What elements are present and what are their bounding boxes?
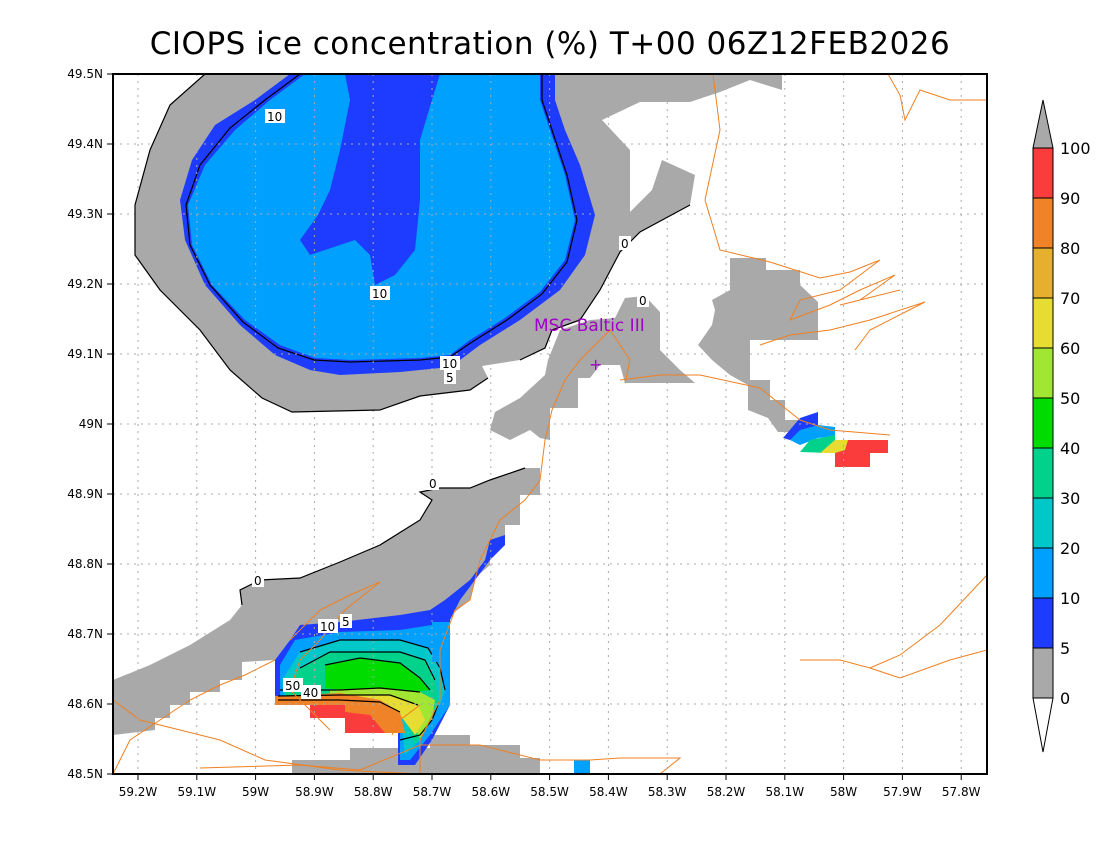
lon-tick-label: 59W	[242, 785, 269, 799]
lon-tick-label: 58.7W	[413, 785, 452, 799]
latitude-axis: 49.5N 49.4N 49.3N 49.2N 49.1N 49N 48.9N 48.8N 48…	[67, 67, 113, 781]
lon-tick-label: 58W	[830, 785, 857, 799]
colorbar-label: 10	[1060, 589, 1080, 608]
lat-tick-label: 48.9N	[67, 487, 103, 501]
lon-tick-label: 58.6W	[472, 785, 511, 799]
colorbar-swatch	[1032, 147, 1054, 199]
contour-label: 0	[254, 574, 262, 588]
ice-5-10-east	[783, 412, 818, 440]
lon-tick-label: 58.9W	[295, 785, 334, 799]
lon-tick-label: 59.1W	[178, 785, 217, 799]
lat-tick-label: 48.7N	[67, 627, 103, 641]
lat-tick-label: 48.8N	[67, 557, 103, 571]
colorbar-label: 0	[1060, 689, 1070, 708]
contour-label: 0	[429, 477, 437, 491]
contour-label: 50	[285, 679, 300, 693]
lon-tick-label: 58.3W	[648, 785, 687, 799]
contour-10-lake	[185, 74, 578, 363]
ice-0-5-peninsula	[490, 296, 695, 440]
contour-label: 10	[320, 620, 335, 634]
colorbar-label: 50	[1060, 389, 1080, 408]
colorbar-swatch	[1032, 547, 1054, 599]
ice-0-5-east-region	[698, 258, 818, 432]
contour-lines-southwest	[277, 639, 446, 741]
contour-labels: 10 10 10 5 0 0 0 0 10 5 50 40	[252, 109, 649, 700]
colorbar-swatch	[1032, 297, 1054, 349]
colorbar-label: 5	[1060, 639, 1070, 658]
colorbar-label: 70	[1060, 289, 1080, 308]
contour-label: 5	[342, 615, 350, 629]
ice-90-100-southwest	[310, 705, 385, 733]
colorbar-swatch	[1032, 347, 1054, 399]
ice-10-20-bottom-patch	[574, 760, 590, 774]
ice-10-20-east	[790, 425, 835, 445]
lat-tick-label: 49.5N	[67, 67, 103, 81]
lat-tick-label: 49N	[79, 417, 103, 431]
lat-tick-label: 49.2N	[67, 277, 103, 291]
station-label: MSC Baltic III	[534, 316, 645, 336]
colorbar-swatch	[1032, 497, 1054, 549]
station-marker: +	[589, 355, 602, 374]
colorbar-swatch	[1032, 247, 1054, 299]
colorbar-swatch	[1032, 647, 1054, 699]
colorbar-under-triangle	[1032, 697, 1054, 753]
lon-tick-label: 59.2W	[119, 785, 158, 799]
colorbar-swatch	[1032, 397, 1054, 449]
colorbar-over-triangle	[1032, 99, 1054, 149]
ice-10-20-patch	[432, 622, 450, 662]
contour-label: 0	[621, 237, 629, 251]
lat-tick-label: 48.6N	[67, 697, 103, 711]
lat-tick-label: 49.4N	[67, 137, 103, 151]
lon-tick-label: 58.2W	[707, 785, 746, 799]
colorbar-label: 30	[1060, 489, 1080, 508]
colorbar-label: 20	[1060, 539, 1080, 558]
ice-10-20-lake	[188, 74, 575, 360]
lon-tick-label: 58.4W	[589, 785, 628, 799]
ice-90-100-east	[835, 440, 888, 467]
colorbar-swatch	[1032, 597, 1054, 649]
lat-tick-label: 49.3N	[67, 207, 103, 221]
contour-label: 10	[372, 287, 387, 301]
colorbar-swatch	[1032, 197, 1054, 249]
colorbar-label: 100	[1060, 139, 1091, 158]
colorbar-label: 40	[1060, 439, 1080, 458]
lon-tick-label: 58.1W	[766, 785, 805, 799]
colorbar-label: 80	[1060, 239, 1080, 258]
colorbar: 0 5 10 20 30 40 50 60 70 80 90 100	[1032, 99, 1091, 753]
contour-label: 0	[639, 294, 647, 308]
colorbar-swatch	[1032, 447, 1054, 499]
colorbar-label: 60	[1060, 339, 1080, 358]
contour-0-north	[134, 74, 691, 413]
ice-60-90-east	[820, 440, 850, 453]
contour-label: 40	[303, 686, 318, 700]
coastline	[113, 74, 987, 774]
lon-tick-label: 57.9W	[883, 785, 922, 799]
ice-0-5-southwest-band	[113, 468, 540, 735]
lon-tick-label: 58.5W	[530, 785, 569, 799]
lat-tick-label: 48.5N	[67, 767, 103, 781]
contour-label: 10	[267, 110, 282, 124]
lon-tick-label: 57.8W	[942, 785, 981, 799]
chart-title: CIOPS ice concentration (%) T+00 06Z12FE…	[149, 26, 951, 62]
lon-tick-label: 58.8W	[354, 785, 393, 799]
longitude-axis: 59.2W 59.1W 59W 58.9W 58.8W 58.7W 58.6W 58.5W 58…	[119, 774, 981, 799]
map-fields: + MSC Baltic III 10 10 10 5 0 0 0 0 10 5…	[113, 74, 987, 774]
lat-tick-label: 49.1N	[67, 347, 103, 361]
colorbar-label: 90	[1060, 189, 1080, 208]
contour-label: 5	[446, 371, 454, 385]
gridlines	[113, 74, 987, 774]
contour-label: 10	[442, 357, 457, 371]
